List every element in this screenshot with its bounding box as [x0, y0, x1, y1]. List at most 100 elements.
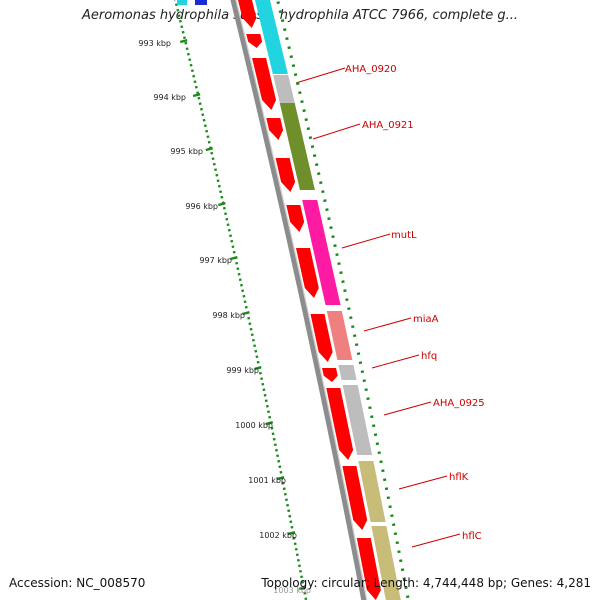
minor-tick: [198, 102, 202, 106]
minor-tick: [271, 432, 275, 436]
label-leader-line: [312, 123, 361, 140]
kbp-label: 1002 kbp: [259, 531, 297, 540]
backbone-highlight: [235, 0, 368, 600]
major-tick: [230, 256, 238, 261]
minor-tick: [194, 85, 198, 89]
outer-tick: [323, 199, 327, 203]
major-tick: [192, 93, 201, 98]
minor-tick: [211, 157, 215, 161]
minor-tick: [196, 91, 200, 95]
minor-tick: [237, 272, 241, 276]
map-title: Aeromonas hydrophila subsp. hydrophila A…: [81, 8, 519, 23]
outer-tick: [362, 379, 366, 383]
label-leader-line: [398, 475, 448, 490]
minor-tick: [180, 25, 184, 29]
cds-forward: [252, 58, 277, 110]
outer-tick: [375, 442, 380, 446]
cds-forward: [342, 466, 368, 530]
cds-forward: [310, 314, 333, 362]
minor-tick: [230, 239, 234, 243]
label-leader-line: [371, 354, 420, 369]
minor-tick: [247, 316, 251, 320]
outer-tick: [366, 397, 370, 401]
outer-tick: [295, 82, 300, 86]
minor-tick: [197, 96, 201, 100]
gene-label-aha0925: AHA_0925: [433, 398, 485, 409]
gene-label-hfq: hfq: [421, 351, 437, 362]
minor-tick: [206, 135, 210, 139]
outer-tick: [382, 478, 387, 482]
minor-tick: [264, 399, 268, 403]
outer-tick: [312, 154, 317, 158]
kbp-label: 1000 kbp: [235, 421, 273, 430]
cds-aha0920: [254, 0, 288, 74]
minor-tick: [185, 47, 189, 51]
major-tick: [276, 476, 285, 481]
outer-tick: [319, 181, 323, 185]
outer-tick: [291, 64, 296, 68]
minor-tick: [236, 267, 240, 271]
major-tick: [287, 531, 296, 536]
outer-tick: [393, 532, 398, 536]
minor-tick: [273, 443, 277, 447]
minor-tick: [255, 355, 259, 359]
major-tick: [242, 311, 250, 316]
minor-tick: [270, 426, 274, 430]
outer-tick: [381, 469, 385, 473]
kbp-label: 995 kbp: [170, 147, 203, 156]
outer-tick: [395, 541, 399, 545]
minor-tick: [224, 212, 228, 216]
minor-tick: [192, 74, 196, 78]
minor-tick: [189, 63, 193, 67]
kbp-label: 997 kbp: [199, 256, 232, 265]
outer-tick: [308, 136, 313, 140]
outer-tick: [351, 325, 355, 329]
outer-tick: [306, 127, 311, 131]
minor-tick: [220, 195, 224, 199]
outer-tick: [343, 289, 347, 293]
minor-tick: [267, 410, 270, 414]
minor-tick: [263, 393, 267, 397]
outer-tick: [386, 496, 391, 500]
minor-tick: [202, 118, 206, 122]
cds-fragment: [195, 0, 207, 5]
outer-tick: [379, 460, 383, 464]
major-tick: [218, 202, 226, 207]
minor-tick: [261, 382, 265, 386]
major-tick: [205, 147, 214, 152]
minor-tick: [188, 58, 192, 62]
minor-tick: [238, 278, 242, 282]
outer-tick: [391, 523, 396, 527]
outer-tick: [289, 55, 294, 59]
label-leader-line: [363, 317, 412, 332]
major-tick: [265, 421, 274, 426]
minor-tick: [205, 129, 209, 133]
cds-grey: [273, 75, 295, 103]
minor-tick: [193, 80, 197, 84]
minor-tick: [272, 437, 276, 441]
minor-tick: [259, 371, 262, 375]
cds-forward: [237, 0, 257, 28]
minor-tick: [210, 151, 214, 155]
gene-label-aha0921: AHA_0921: [362, 120, 414, 131]
cds-forward: [295, 248, 319, 298]
minor-tick: [250, 333, 254, 337]
outer-tick: [276, 1, 280, 5]
cds-aha0925: [342, 385, 373, 455]
outer-tick: [287, 46, 291, 50]
minor-tick: [240, 283, 243, 287]
outer-tick: [337, 262, 341, 266]
outer-tick: [321, 190, 325, 194]
minor-tick: [190, 69, 194, 73]
outer-tick: [293, 73, 298, 77]
minor-tick: [275, 448, 278, 452]
outer-tick: [327, 217, 331, 221]
cds-miaa: [326, 311, 353, 360]
cds-hflk: [358, 461, 386, 522]
outer-tick: [331, 235, 335, 239]
outer-tick: [370, 415, 374, 419]
outer-tick: [356, 352, 361, 356]
major-tick: [298, 586, 306, 591]
backbone-line: [230, 0, 367, 600]
minor-tick: [260, 377, 264, 381]
